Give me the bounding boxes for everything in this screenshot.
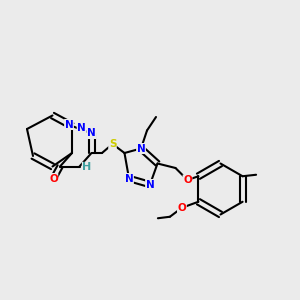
Text: O: O	[178, 203, 186, 213]
Text: S: S	[109, 139, 116, 149]
Text: N: N	[136, 143, 146, 154]
Text: O: O	[183, 175, 192, 185]
Text: H: H	[82, 162, 91, 172]
Text: O: O	[49, 173, 58, 184]
Text: N: N	[64, 119, 74, 130]
Text: N: N	[87, 128, 96, 139]
Text: N: N	[77, 123, 86, 134]
Text: N: N	[124, 173, 134, 184]
Text: N: N	[146, 179, 154, 190]
